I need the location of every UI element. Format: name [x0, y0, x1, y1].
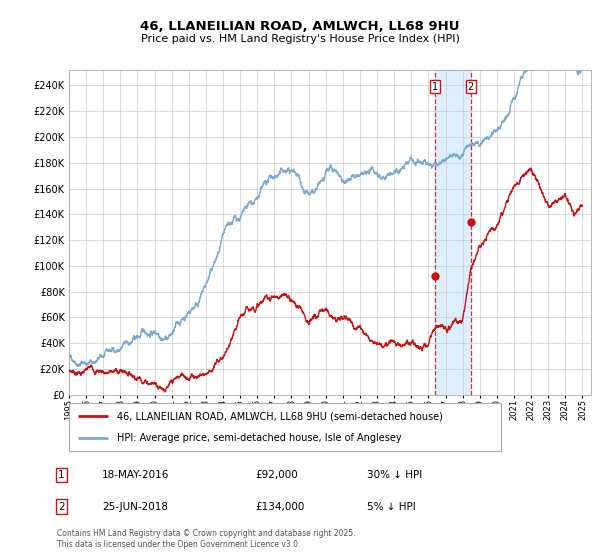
Text: £134,000: £134,000 — [255, 502, 304, 511]
Text: 5% ↓ HPI: 5% ↓ HPI — [367, 502, 416, 511]
Text: £92,000: £92,000 — [255, 470, 298, 479]
Text: HPI: Average price, semi-detached house, Isle of Anglesey: HPI: Average price, semi-detached house,… — [116, 433, 401, 443]
FancyBboxPatch shape — [69, 403, 501, 451]
Text: 46, LLANEILIAN ROAD, AMLWCH, LL68 9HU: 46, LLANEILIAN ROAD, AMLWCH, LL68 9HU — [140, 20, 460, 32]
Text: 1: 1 — [58, 470, 65, 479]
Text: 2: 2 — [468, 82, 474, 92]
Text: 1: 1 — [431, 82, 438, 92]
Text: 25-JUN-2018: 25-JUN-2018 — [102, 502, 168, 511]
Text: Contains HM Land Registry data © Crown copyright and database right 2025.
This d: Contains HM Land Registry data © Crown c… — [57, 529, 355, 549]
Text: 2: 2 — [58, 502, 65, 511]
Text: Price paid vs. HM Land Registry's House Price Index (HPI): Price paid vs. HM Land Registry's House … — [140, 34, 460, 44]
Text: 30% ↓ HPI: 30% ↓ HPI — [367, 470, 422, 479]
Text: 46, LLANEILIAN ROAD, AMLWCH, LL68 9HU (semi-detached house): 46, LLANEILIAN ROAD, AMLWCH, LL68 9HU (s… — [116, 411, 442, 421]
Bar — [435, 70, 471, 395]
Text: 18-MAY-2016: 18-MAY-2016 — [102, 470, 169, 479]
